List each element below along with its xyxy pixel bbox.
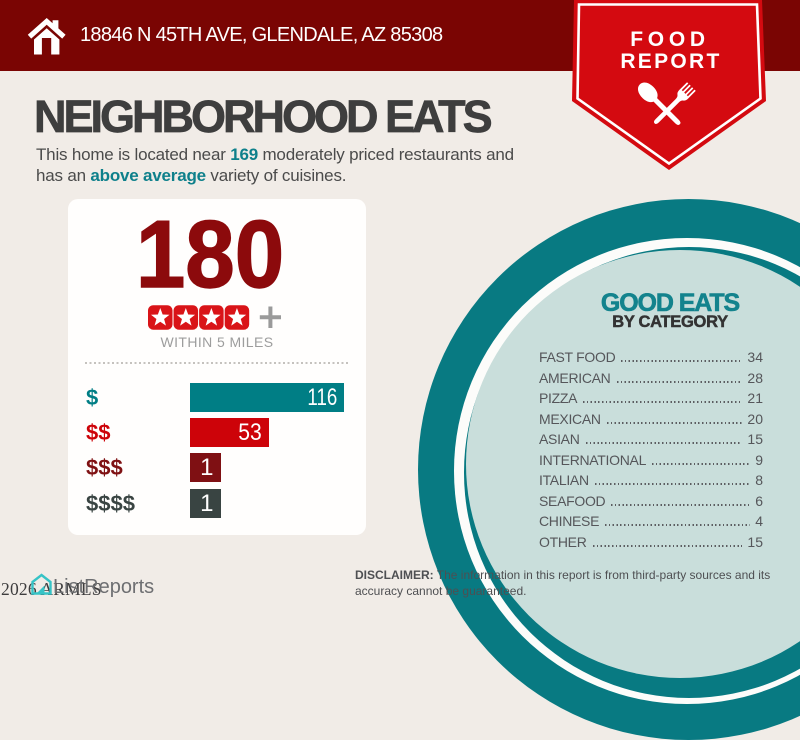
svg-text:REPORT: REPORT bbox=[620, 50, 721, 73]
svg-text:FOOD: FOOD bbox=[630, 28, 709, 51]
